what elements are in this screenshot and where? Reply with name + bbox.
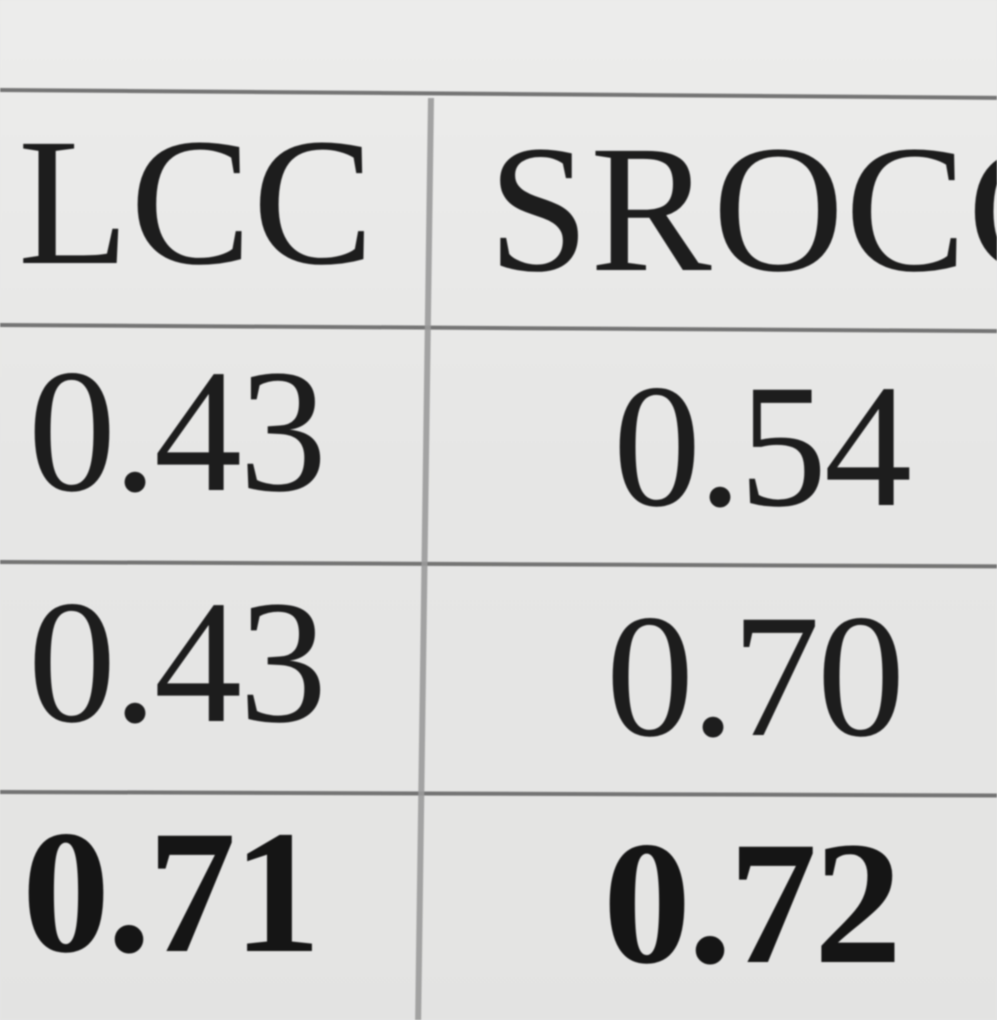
header-rule bbox=[0, 323, 997, 334]
column-divider bbox=[415, 97, 434, 1020]
header-lcc: LCC bbox=[18, 102, 375, 303]
row-1-srocc: 0.54 bbox=[613, 349, 912, 544]
row-1-lcc: 0.43 bbox=[28, 334, 327, 529]
row-3-srocc: 0.72 bbox=[603, 806, 902, 1001]
top-rule bbox=[0, 88, 997, 100]
row-3-lcc: 0.71 bbox=[22, 795, 321, 990]
row-2-lcc: 0.43 bbox=[28, 565, 327, 760]
header-srocc: SROCC bbox=[488, 109, 997, 310]
row-2-srocc: 0.70 bbox=[606, 579, 905, 774]
